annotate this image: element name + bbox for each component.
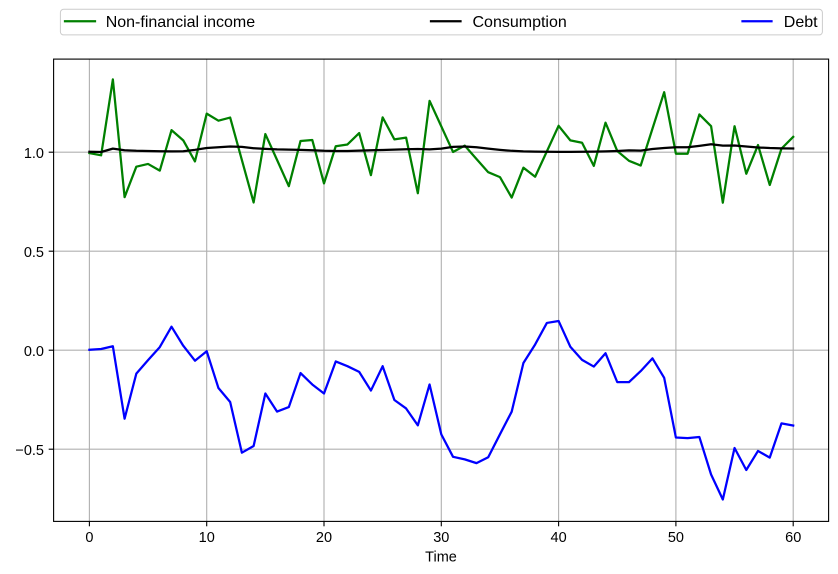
svg-text:50: 50 [668, 530, 684, 546]
svg-text:40: 40 [551, 530, 567, 546]
svg-text:60: 60 [785, 530, 801, 546]
svg-text:0.0: 0.0 [24, 344, 44, 360]
svg-text:0.5: 0.5 [24, 245, 44, 261]
svg-text:1.0: 1.0 [24, 146, 44, 162]
svg-text:0: 0 [85, 530, 93, 546]
svg-text:10: 10 [199, 530, 215, 546]
svg-text:Consumption: Consumption [473, 14, 567, 31]
svg-text:Non-financial income: Non-financial income [106, 14, 256, 31]
svg-text:−0.5: −0.5 [15, 443, 44, 459]
svg-text:Time: Time [425, 550, 457, 566]
svg-text:20: 20 [316, 530, 332, 546]
svg-text:30: 30 [433, 530, 449, 546]
svg-text:Debt: Debt [784, 14, 818, 31]
